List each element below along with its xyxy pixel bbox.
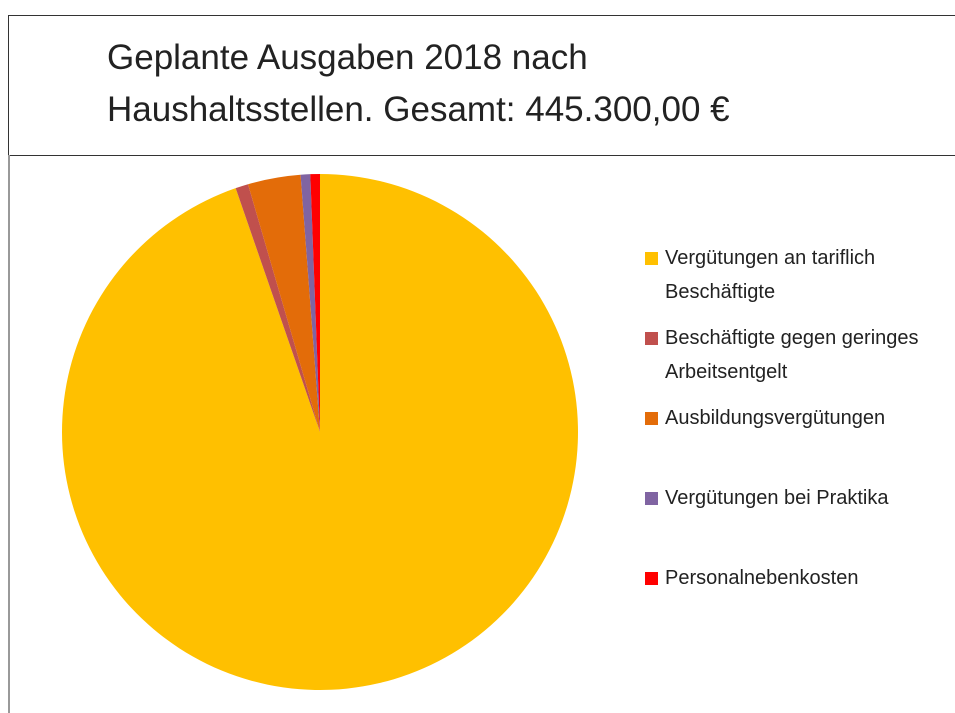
pie-slice: [235, 184, 320, 432]
pie-slice: [310, 174, 320, 432]
pie-slice: [248, 174, 320, 432]
legend-item: Vergütungen bei Praktika: [645, 481, 945, 515]
legend-swatch: [645, 332, 658, 345]
legend-swatch: [645, 412, 658, 425]
chart-title: Geplante Ausgaben 2018 nach Haushaltsste…: [107, 38, 730, 129]
legend-item: Personalnebenkosten: [645, 561, 945, 595]
legend-label: Personalnebenkosten: [665, 567, 859, 589]
frame: [8, 15, 955, 16]
title-border: [8, 155, 955, 156]
legend-swatch: [645, 572, 658, 585]
frame: [8, 155, 10, 713]
legend-item: Ausbildungsvergütungen: [645, 401, 945, 435]
legend-swatch: [645, 492, 658, 505]
legend-item: Vergütungen an tariflich Beschäftigte: [645, 241, 945, 309]
legend-label: Vergütungen an tariflich Beschäftigte: [665, 247, 876, 303]
legend-label: Ausbildungsvergütungen: [665, 407, 886, 429]
pie-slice: [300, 174, 320, 432]
legend-swatch: [645, 252, 658, 265]
legend-label: Vergütungen bei Praktika: [665, 487, 889, 509]
legend-label: Beschäftigte gegen geringes Arbeitsentge…: [665, 327, 919, 383]
legend-item: Beschäftigte gegen geringes Arbeitsentge…: [645, 321, 945, 389]
